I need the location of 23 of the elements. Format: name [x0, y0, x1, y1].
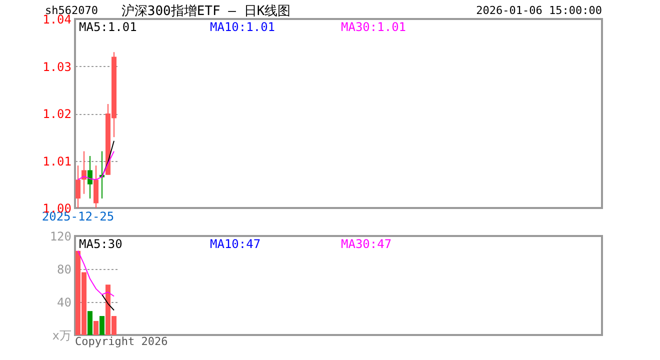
text: MA30:1.01	[341, 20, 406, 34]
y-tick-label: 120	[50, 230, 72, 244]
line-series	[78, 250, 114, 297]
y-tick-label: x万	[52, 328, 72, 342]
candlestick	[94, 164, 98, 208]
text: MA5:1.01	[79, 20, 137, 34]
text: 沪深300指增ETF — 日K线图	[121, 3, 291, 19]
candlestick	[76, 164, 80, 208]
y-tick-label: 1.03	[42, 60, 72, 74]
bar	[94, 320, 98, 335]
y-tick-label: 40	[57, 296, 72, 310]
legend-label: MA10:47	[210, 237, 261, 251]
annotation: Copyright 2026	[75, 335, 168, 348]
candlestick	[88, 156, 92, 200]
bar	[100, 316, 104, 335]
text: MA5:30	[79, 237, 122, 251]
y-tick-label: 80	[57, 262, 72, 276]
y-tick-label: 1.01	[42, 154, 72, 168]
text: MA30:47	[341, 237, 392, 251]
text: 2026-01-06 15:00:00	[476, 4, 602, 17]
y-tick-label: 1.02	[42, 107, 72, 121]
legend-label: MA10:1.01	[210, 20, 276, 34]
bar	[88, 311, 92, 335]
